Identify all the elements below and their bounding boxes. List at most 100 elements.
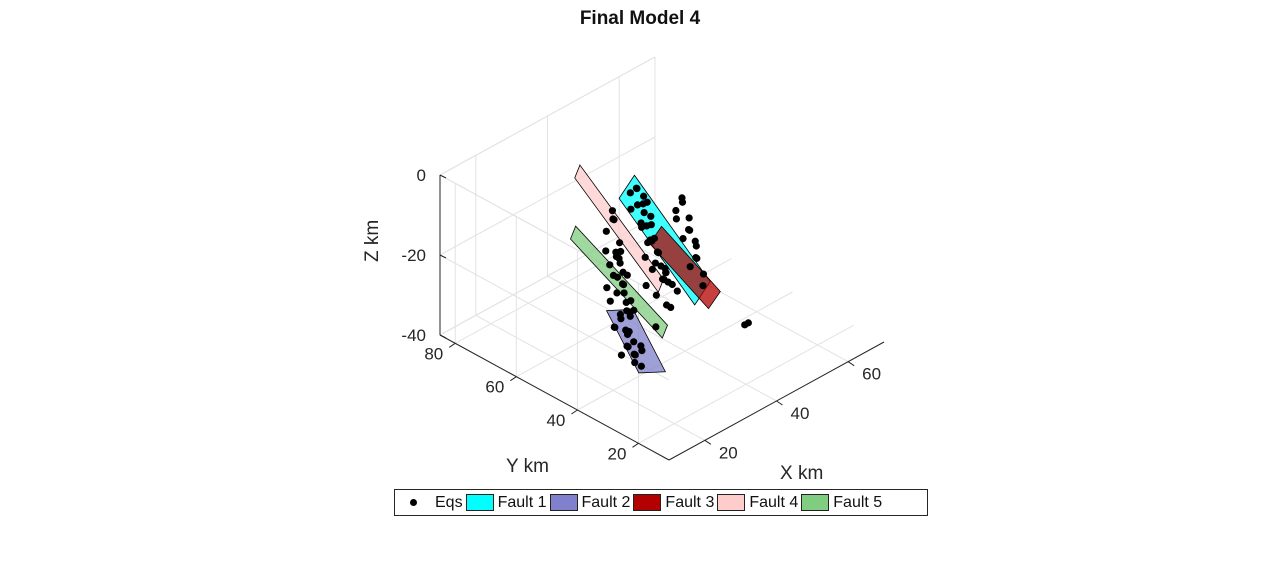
earthquake-point [654,249,663,257]
earthquake-point [631,358,639,367]
legend-swatch [801,494,830,511]
earthquake-point [623,307,631,315]
legend-item: Fault 4 [717,494,798,512]
y-tick-mark [510,376,517,382]
grid-line [475,314,706,441]
z-tick-label: -40 [401,326,426,345]
legend-item: Fault 2 [549,493,631,512]
earthquake-point [626,189,634,197]
y-axis-label: Y km [506,456,549,477]
earthquake-point [643,198,651,206]
earthquake-point [633,184,641,193]
earthquake-point [613,289,621,297]
earthquake-point [652,291,660,299]
earthquake-point [623,271,631,279]
earthquake-point [609,271,618,279]
earthquake-point [615,239,624,247]
earthquake-point [678,198,687,206]
grid-line [577,291,793,411]
earthquake-point [624,343,632,351]
earthquake-point [640,209,648,217]
earthquake-point [603,284,611,292]
chart-title: Final Model 4 [579,8,701,29]
earthquake-point [630,338,638,346]
earthquake-point [699,270,708,278]
z-tick-label: 0 [417,166,426,185]
earthquake-point [685,214,693,222]
earthquake-point [672,206,680,215]
earthquake-point [606,297,614,305]
earthquake-point [602,247,610,255]
earthquake-point [630,306,638,314]
earthquake-point [699,282,707,290]
earthquake-point [638,347,646,355]
earthquake-point [631,351,639,359]
earthquake-point [617,315,625,323]
legend-swatch [633,494,662,511]
earthquake-point [667,303,675,311]
x-tick-label: 60 [862,365,881,384]
legend-item: Eqs [399,494,463,512]
z-tick-mark [439,334,447,339]
box-edge [439,174,670,301]
earthquake-point [652,323,660,331]
earthquake-point [606,261,614,269]
earthquake-point [679,235,687,243]
legend-label: Fault 4 [749,493,799,511]
earthquake-point [651,259,660,267]
legend-swatch [549,494,578,511]
grid-line [439,136,656,256]
legend-label: Fault 5 [833,493,883,511]
earthquake-point [668,280,676,289]
x-tick-label: 40 [791,404,810,423]
earthquake-point [619,281,628,289]
legend-label: Fault 1 [497,493,547,511]
earthquake-point [686,263,694,271]
earthquake-point [648,237,656,245]
point-layer [602,184,752,370]
z-axis-label: Z km [362,219,383,262]
legend-swatch [717,494,746,511]
earthquake-point [672,215,680,223]
earthquake-point [693,254,701,262]
grid-line [439,254,670,381]
y-axis-line [439,334,670,461]
axis-layer [439,174,885,461]
earthquake-point [662,269,670,277]
legend-label: Fault 3 [665,493,715,511]
x-tick-mark [847,361,855,367]
earthquake-point [686,226,694,234]
earthquake-point [620,289,628,297]
legend: Eqs Fault 1 Fault 2 Fault 3 Fault 4 Fault 5 [394,489,928,516]
fault-plane [570,225,668,339]
x-tick-mark [704,439,712,445]
earthquake-point [647,221,655,229]
earthquake-point [637,362,645,370]
earthquake-point [622,298,630,307]
legend-label: Fault 2 [581,493,631,511]
earthquake-point [660,276,668,284]
z-tick-mark [439,174,447,179]
legend-label: Eqs [435,493,463,511]
earthquake-point [610,216,618,224]
x-tick-mark [776,400,783,406]
earthquake-point [616,259,624,267]
earthquake-point [602,227,610,235]
earthquake-point [611,323,619,332]
earthquake-point [641,253,649,261]
earthquake-point [642,281,650,290]
y-tick-label: 60 [485,378,504,397]
legend-marker-dot [399,494,427,511]
earthquake-point [622,326,630,334]
earthquake-point [627,205,635,213]
y-tick-label: 20 [608,444,627,463]
earthquake-point [648,265,656,273]
x-tick-label: 20 [719,443,738,462]
plane-layer [570,164,721,374]
box-edge [439,56,656,176]
grid-line [618,236,849,363]
y-tick-label: 80 [424,344,443,363]
earthquake-point [647,212,655,220]
